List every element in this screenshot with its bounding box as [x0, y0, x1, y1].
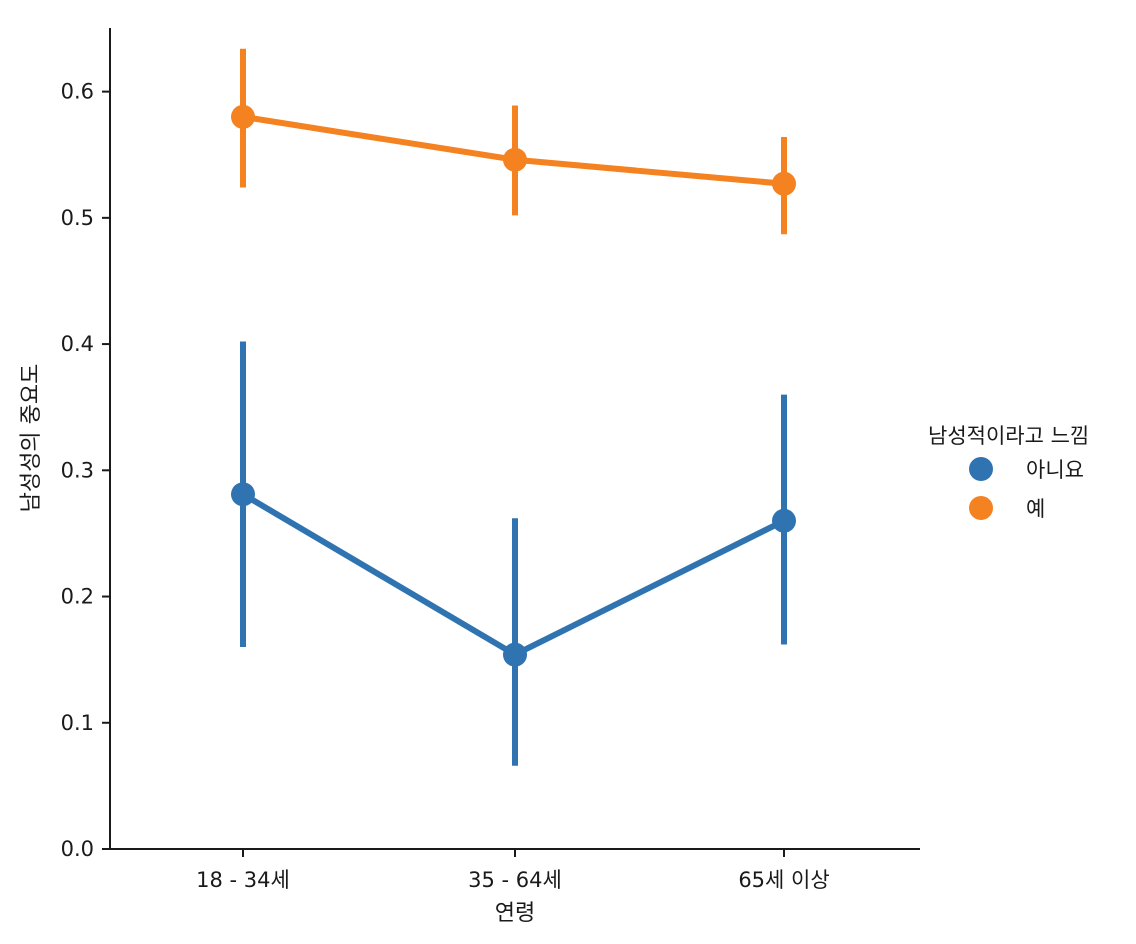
y-tick-label: 0.4	[61, 332, 94, 356]
series	[231, 48, 796, 766]
x-tick-label: 18 - 34세	[196, 868, 290, 892]
y-tick-label: 0.0	[61, 837, 94, 861]
x-tick-label: 65세 이상	[738, 868, 829, 892]
legend-marker	[969, 457, 993, 481]
series-yes	[231, 48, 796, 235]
legend-label: 아니요	[1026, 458, 1084, 482]
data-point	[231, 104, 255, 129]
y-tick-label: 0.6	[61, 80, 94, 104]
legend-title: 남성적이라고 느낌	[928, 424, 1089, 448]
data-point	[772, 508, 796, 533]
data-point	[503, 147, 527, 172]
y-tick-label: 0.1	[61, 711, 94, 735]
y-tick-label: 0.5	[61, 206, 94, 230]
data-point	[772, 171, 796, 196]
x-axis-title: 연령	[495, 901, 535, 926]
y-tick-label: 0.3	[61, 458, 94, 482]
series-no	[231, 341, 796, 766]
data-point	[231, 482, 255, 507]
y-ticks: 0.0 0.1 0.2 0.3 0.4 0.5 0.6	[61, 80, 110, 861]
data-point	[503, 642, 527, 667]
y-tick-label: 0.2	[61, 585, 94, 609]
x-ticks: 18 - 34세 35 - 64세 65세 이상	[196, 849, 830, 892]
y-axis-title: 남성성의 중요도	[19, 364, 44, 513]
x-tick-label: 35 - 64세	[468, 868, 562, 892]
legend-marker	[969, 496, 993, 520]
legend-label: 예	[1026, 497, 1045, 521]
